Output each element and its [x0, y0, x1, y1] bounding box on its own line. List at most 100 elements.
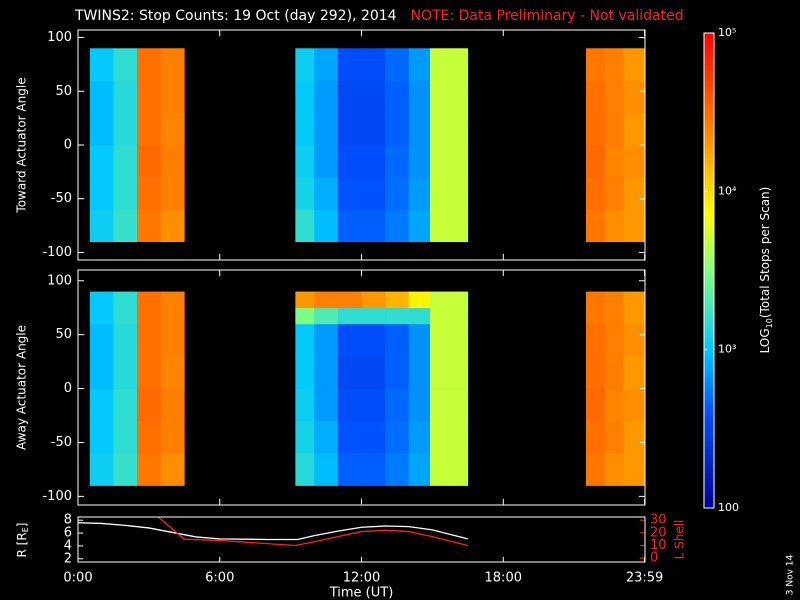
plot-frame	[77, 269, 646, 506]
heatmap-cell	[361, 291, 386, 309]
heatmap-cell	[160, 356, 185, 389]
x-tick-label: 12:00	[343, 571, 380, 586]
heatmap-cell	[430, 453, 450, 486]
heatmap-cell	[89, 453, 114, 486]
heatmap-cell	[295, 420, 315, 454]
heatmap-cell	[89, 112, 114, 146]
heatmap-cell	[623, 323, 646, 357]
colorbar-tick-label: 10³	[718, 343, 736, 356]
heatmap-cell	[448, 323, 469, 357]
date-stamp: 3 Nov 14	[786, 554, 796, 595]
y-tick-label: 0	[64, 381, 72, 396]
y-tick-label: -100	[42, 489, 72, 504]
heatmap-cell	[448, 209, 469, 243]
heatmap-cell	[385, 307, 410, 325]
heatmap-cell	[385, 420, 410, 454]
heatmap-cell	[623, 80, 646, 114]
colorbar-label: LOG10(Total Stops per Scan)	[758, 187, 774, 354]
y-tick-label: -50	[51, 435, 72, 450]
heatmap-cell	[113, 356, 138, 389]
heatmap-cell	[361, 80, 386, 114]
heatmap-cell	[137, 307, 161, 325]
heatmap-cell	[160, 388, 185, 422]
heatmap-cell	[89, 177, 114, 210]
heatmap-cell	[385, 209, 410, 243]
heatmap-cell	[113, 80, 138, 114]
plot-frame	[77, 516, 646, 563]
heatmap-cell	[623, 388, 646, 422]
y-axis-label: Toward Actuator Angle	[15, 77, 29, 213]
heatmap-cell	[585, 356, 606, 389]
y-tick-label: 100	[47, 273, 72, 288]
y-tick-label: 8	[64, 513, 72, 528]
heatmap-cell	[448, 177, 469, 210]
heatmap-cell	[448, 145, 469, 178]
heatmap-cell	[137, 323, 161, 357]
heatmap-cell	[585, 48, 606, 81]
heatmap-cell	[137, 291, 161, 309]
heatmap-cell	[337, 356, 362, 389]
heatmap-cell	[113, 388, 138, 422]
heatmap-cell	[430, 388, 450, 422]
heatmap-cell	[430, 112, 450, 146]
plot-frame	[77, 29, 646, 261]
heatmap-cell	[295, 453, 315, 486]
heatmap-cell	[448, 453, 469, 486]
colorbar-label-sub: 10	[765, 318, 774, 328]
heatmap-cell	[337, 388, 362, 422]
heatmap-cell	[385, 48, 410, 81]
heatmap-cell	[160, 307, 185, 325]
heatmap-cell	[160, 453, 185, 486]
heatmap-cell	[623, 145, 646, 178]
y-tick-label: 4	[64, 538, 72, 553]
heatmap-cell	[337, 209, 362, 243]
heatmap-cell	[448, 356, 469, 389]
y2-tick-label: 20	[650, 525, 667, 540]
heatmap-cell	[408, 356, 431, 389]
heatmap-cell	[604, 145, 625, 178]
heatmap-cell	[113, 323, 138, 357]
heatmap-cell	[160, 291, 185, 309]
heatmap-cell	[113, 209, 138, 243]
heatmap-cell	[160, 177, 185, 210]
heatmap-cell	[137, 388, 161, 422]
heatmap-cell	[295, 177, 315, 210]
heatmap-cell	[361, 323, 386, 357]
heatmap-cell	[137, 356, 161, 389]
y2-axis-label: L Shell	[673, 520, 687, 560]
heatmap-cell	[623, 48, 646, 81]
line-series	[157, 517, 468, 547]
heatmap-cell	[430, 48, 450, 81]
heatmap-cell	[408, 145, 431, 178]
x-axis-label: Time (UT)	[329, 586, 394, 600]
heatmap-cell	[337, 291, 362, 309]
heatmap-cell	[361, 420, 386, 454]
heatmap-cell	[585, 388, 606, 422]
y-tick-label: 0	[64, 138, 72, 153]
heatmap-cell	[385, 291, 410, 309]
heatmap-cell	[430, 307, 450, 325]
heatmap-cell	[385, 80, 410, 114]
colorbar-tick-label: 10⁴	[718, 184, 737, 197]
heatmap-cell	[385, 323, 410, 357]
heatmap-cell	[314, 145, 339, 178]
heatmap-cell	[89, 388, 114, 422]
heatmap-cell	[408, 420, 431, 454]
y-tick-label: 50	[55, 327, 72, 342]
heatmap-cell	[604, 48, 625, 81]
heatmap-cell	[89, 145, 114, 178]
heatmap-cell	[585, 453, 606, 486]
heatmap-cell	[448, 388, 469, 422]
x-tick-label: 0:00	[63, 571, 92, 586]
heatmap-cell	[314, 48, 339, 81]
heatmap-cell	[408, 48, 431, 81]
heatmap-cell	[604, 453, 625, 486]
heatmap-cell	[585, 291, 606, 309]
colorbar-tick-label: 10⁵	[718, 26, 736, 39]
heatmap-cell	[113, 453, 138, 486]
heatmap-cell	[408, 209, 431, 243]
heatmap-cell	[361, 48, 386, 81]
heatmap-cell	[604, 112, 625, 146]
heatmap-cell	[361, 177, 386, 210]
